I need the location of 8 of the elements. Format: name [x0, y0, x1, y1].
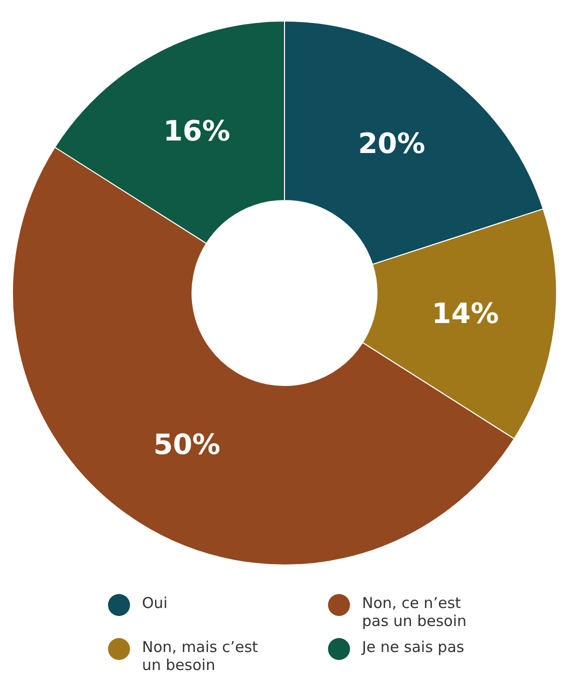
data-label: 20% — [358, 126, 426, 160]
data-label: 16% — [163, 114, 230, 148]
legend-label: Non, mais c’est un besoin — [142, 638, 259, 674]
legend-label: Je ne sais pas — [362, 638, 464, 656]
legend-label: Non, ce n’est pas un besoin — [362, 594, 468, 630]
data-label: 14% — [432, 297, 499, 330]
legend-label: Oui — [142, 594, 168, 612]
data-label: 50% — [153, 428, 220, 462]
